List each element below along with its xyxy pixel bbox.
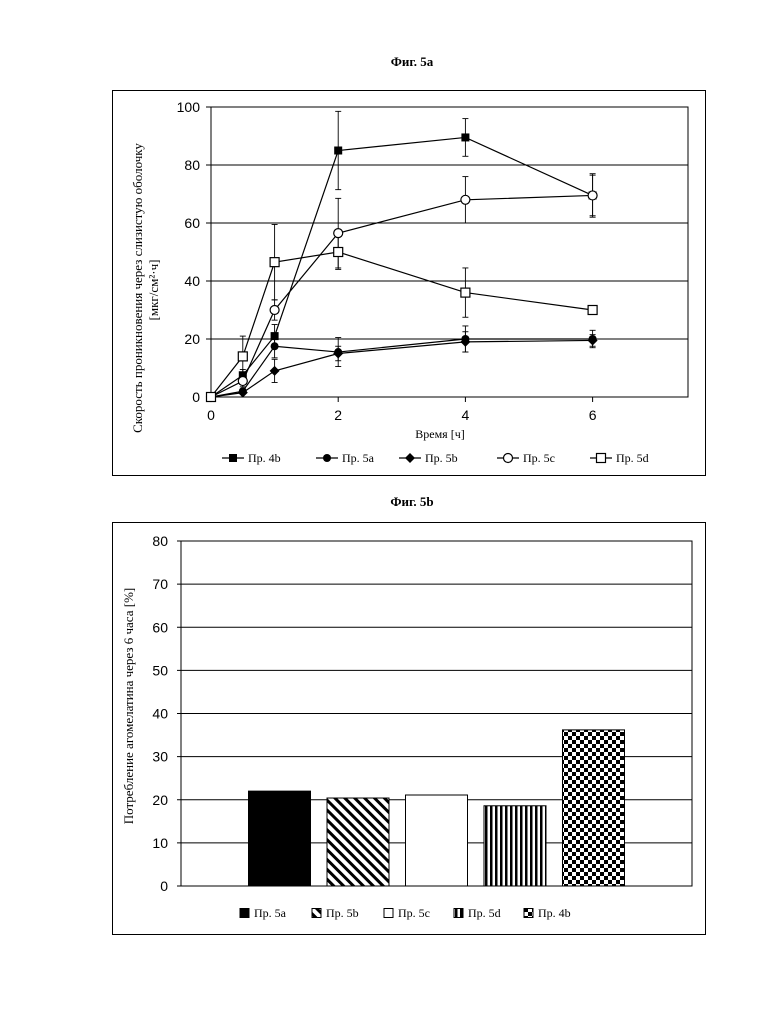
legend-item: Пр. 5d: [590, 451, 649, 465]
legend-item: Пр. 4b: [222, 451, 281, 465]
legend-item: Пр. 5c: [497, 451, 555, 465]
data-point: [588, 191, 597, 200]
y-tick-label: 50: [152, 662, 168, 678]
figure-title: Фиг. 5a: [391, 54, 434, 69]
legend-marker: [504, 454, 513, 463]
x-tick-label: 0: [207, 407, 215, 423]
data-point: [334, 147, 342, 155]
legend-swatch: [240, 909, 249, 918]
legend-label: Пр. 5b: [425, 451, 458, 465]
data-point: [461, 195, 470, 204]
y-tick-label: 20: [152, 792, 168, 808]
y-tick-label: 80: [184, 157, 200, 173]
bar: [406, 795, 468, 886]
legend-item: Пр. 5c: [384, 906, 430, 920]
legend-swatch: [384, 909, 393, 918]
bar: [484, 806, 546, 886]
bar: [563, 730, 625, 886]
legend-item: Пр. 5a: [316, 451, 375, 465]
data-point: [588, 306, 597, 315]
legend-label: Пр. 5a: [342, 451, 375, 465]
y-axis-label: Потребление агомелатина через 6 часа [%]: [121, 588, 136, 825]
data-point: [270, 306, 279, 315]
data-point: [207, 393, 216, 402]
legend-swatch: [454, 909, 463, 918]
bar: [249, 791, 311, 886]
figure-5b: Фиг. 5b 0 10 20 30 40 50 60 70 80 Потребление аг…: [113, 494, 706, 935]
legend: Пр. 4b Пр. 5a Пр. 5b Пр. 5c Пр. 5d: [222, 451, 649, 465]
y-tick-label: 20: [184, 331, 200, 347]
legend-label: Пр. 5c: [523, 451, 555, 465]
data-point: [238, 352, 247, 361]
y-tick-label: 0: [160, 878, 168, 894]
legend-marker: [597, 454, 606, 463]
data-point: [271, 332, 279, 340]
x-tick-label: 6: [589, 407, 597, 423]
legend-label: Пр. 5b: [326, 906, 359, 920]
legend-label: Пр. 5d: [616, 451, 649, 465]
data-point: [461, 133, 469, 141]
legend-marker: [229, 454, 237, 462]
data-point: [270, 258, 279, 267]
y-tick-label: 70: [152, 576, 168, 592]
data-point: [334, 248, 343, 257]
x-tick-label: 2: [334, 407, 342, 423]
y-axis-unit-label: [мкг/см²·ч]: [146, 260, 161, 321]
y-tick-label: 30: [152, 749, 168, 765]
data-point: [334, 229, 343, 238]
x-axis-label: Время [ч]: [415, 427, 464, 441]
y-tick-label: 40: [184, 273, 200, 289]
legend-item: Пр. 5b: [399, 451, 458, 465]
data-point: [238, 377, 247, 386]
legend-swatch: [312, 909, 321, 918]
bar: [327, 798, 389, 886]
legend-item: Пр. 5b: [312, 906, 359, 920]
legend-label: Пр. 5d: [468, 906, 501, 920]
legend-item: Пр. 4b: [524, 906, 571, 920]
legend: Пр. 5a Пр. 5b Пр. 5c Пр. 5d Пр. 4b: [240, 906, 571, 920]
legend-item: Пр. 5a: [240, 906, 287, 920]
legend-swatch: [524, 909, 533, 918]
legend-item: Пр. 5d: [454, 906, 501, 920]
x-tick-label: 4: [462, 407, 470, 423]
y-tick-label: 60: [152, 619, 168, 635]
data-point: [271, 342, 279, 350]
legend-marker: [323, 454, 331, 462]
legend-label: Пр. 4b: [248, 451, 281, 465]
y-tick-label: 0: [192, 389, 200, 405]
plot-area: [211, 107, 688, 397]
y-tick-label: 60: [184, 215, 200, 231]
data-point: [461, 288, 470, 297]
y-tick-label: 10: [152, 835, 168, 851]
legend-label: Пр. 4b: [538, 906, 571, 920]
y-tick-label: 100: [177, 99, 201, 115]
y-axis-label: Скорость проникновения через слизистую о…: [130, 143, 145, 433]
y-tick-label: 80: [152, 533, 168, 549]
legend-marker: [405, 453, 415, 463]
figure-5a: Фиг. 5a 0 20 40 60 80 100 0 2 4 6 Скорость проник…: [113, 54, 706, 476]
axes: 0 10 20 30 40 50 60 70 80: [152, 533, 181, 894]
legend-label: Пр. 5a: [254, 906, 287, 920]
legend-label: Пр. 5c: [398, 906, 430, 920]
figure-title: Фиг. 5b: [390, 494, 433, 509]
y-tick-label: 40: [152, 706, 168, 722]
